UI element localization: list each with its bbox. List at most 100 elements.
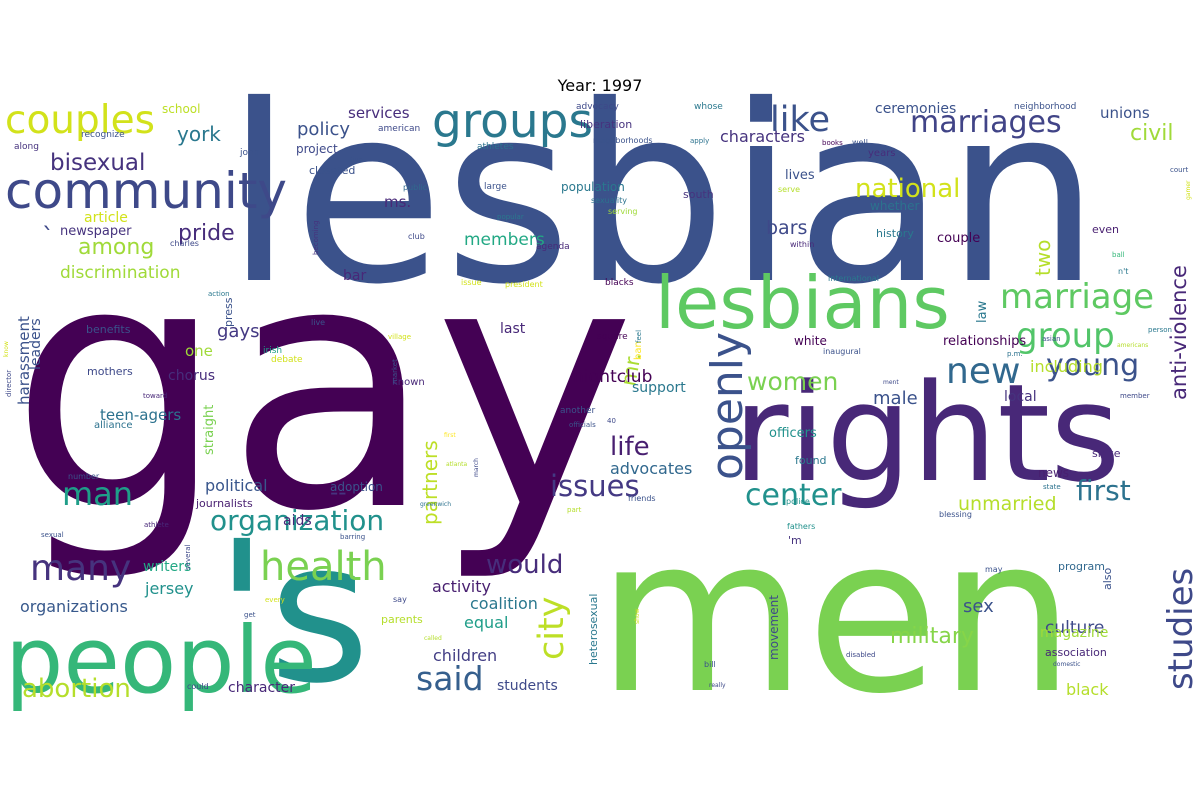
cloud-word: parents	[381, 613, 423, 626]
cloud-word: toward	[143, 392, 167, 400]
cloud-word: young	[1046, 348, 1139, 383]
cloud-word: writers	[143, 559, 191, 575]
cloud-word: president	[505, 280, 543, 289]
cloud-word: well	[852, 138, 868, 147]
cloud-word: magazine	[1040, 625, 1108, 641]
cloud-word: journalists	[195, 497, 253, 510]
cloud-word: news	[1038, 466, 1069, 480]
cloud-word: feel	[635, 330, 643, 343]
cloud-word: court	[1170, 166, 1188, 174]
cloud-word: --	[330, 480, 347, 506]
cloud-word: marriages	[910, 105, 1062, 140]
cloud-word: athlete	[144, 521, 169, 529]
cloud-word: straight	[202, 405, 217, 455]
cloud-word: would	[486, 550, 563, 580]
cloud-word: years	[868, 148, 896, 159]
cloud-word: new	[946, 351, 1020, 392]
cloud-word: show	[634, 608, 641, 624]
cloud-word: male	[873, 388, 918, 409]
cloud-word: march	[473, 458, 480, 477]
cloud-word: called	[424, 635, 442, 642]
cloud-word: agenda	[536, 242, 570, 252]
cloud-word: chorus	[168, 368, 215, 384]
cloud-word: atlanta	[446, 461, 468, 468]
cloud-word: neighborhoods	[593, 136, 653, 145]
cloud-word: barring	[340, 533, 365, 541]
cloud-word: whose	[694, 102, 723, 112]
cloud-word: harassment	[15, 316, 33, 405]
cloud-word: black	[1066, 680, 1109, 699]
cloud-word: closeted	[309, 164, 355, 177]
cloud-word: officials	[569, 421, 596, 429]
cloud-word: bill	[704, 660, 716, 669]
cloud-word: article	[84, 210, 128, 226]
cloud-word: history	[876, 227, 914, 240]
cloud-word: coalition	[470, 594, 538, 613]
cloud-word: along	[14, 142, 39, 152]
cloud-word: project	[296, 142, 338, 156]
cloud-word: advocacy	[576, 102, 619, 112]
cloud-word: character	[228, 680, 295, 696]
cloud-word: political	[205, 476, 268, 495]
cloud-word: blessing	[939, 510, 972, 519]
cloud-word: adoption	[330, 480, 383, 494]
cloud-word: bar	[343, 268, 366, 284]
cloud-word: lesbian	[225, 53, 1100, 338]
cloud-word: americans	[1117, 342, 1148, 349]
cloud-word: organizations	[20, 597, 128, 616]
cloud-word: heterosexual	[587, 594, 600, 665]
cloud-word: irish	[263, 346, 282, 356]
cloud-word: domestic	[1053, 661, 1080, 668]
cloud-word: several	[184, 544, 192, 570]
cloud-word: ceremonies	[875, 101, 956, 117]
cloud-word: life	[610, 432, 650, 462]
cloud-word: lesbians	[655, 261, 950, 345]
cloud-word: city	[532, 597, 572, 660]
cloud-word: recognize	[81, 130, 125, 140]
cloud-word: association	[1045, 646, 1107, 659]
cloud-word: among	[78, 235, 154, 260]
cloud-word: ban	[633, 341, 644, 360]
cloud-word: village	[388, 333, 411, 341]
cloud-word: gay	[10, 190, 635, 586]
cloud-word: neighborhood	[1014, 102, 1076, 112]
cloud-word: issue	[461, 278, 482, 287]
cloud-word: gamer	[1185, 180, 1192, 200]
cloud-word: jersey	[144, 579, 194, 598]
cloud-word: newspaper	[60, 224, 132, 239]
cloud-word: anti-violence	[1167, 265, 1191, 400]
cloud-word: members	[464, 230, 545, 250]
cloud-word: also	[1101, 567, 1114, 590]
cloud-word: unions	[1100, 104, 1150, 122]
cloud-word: alliance	[94, 420, 133, 431]
cloud-word: asian	[1042, 335, 1061, 343]
cloud-word: groups	[432, 94, 593, 149]
cloud-word: number	[68, 472, 100, 481]
cloud-word: leaders	[28, 318, 44, 370]
cloud-word: blacks	[605, 278, 634, 288]
cloud-word: like	[770, 100, 830, 140]
cloud-word: health	[260, 544, 387, 590]
cloud-word: friends	[628, 494, 656, 503]
cloud-word: two	[1031, 240, 1055, 276]
cloud-word: popular	[497, 213, 524, 221]
cloud-word: american	[378, 124, 420, 134]
cloud-word: first	[444, 432, 456, 439]
cloud-word: greenwich	[420, 501, 451, 508]
cloud-word: liberation	[580, 118, 632, 131]
cloud-word: ball	[1112, 251, 1125, 259]
cloud-word: culture	[1045, 618, 1104, 638]
cloud-word: last	[500, 321, 526, 337]
cloud-word: international	[828, 274, 879, 283]
cloud-word: discrimination	[60, 263, 180, 283]
cloud-word: john	[239, 148, 259, 158]
cloud-word: pride	[178, 221, 235, 246]
cloud-word: abortion	[22, 674, 131, 704]
cloud-word: organization	[210, 504, 384, 537]
cloud-word: five	[350, 156, 363, 164]
cloud-word: law	[975, 300, 990, 323]
cloud-word: debate	[271, 355, 303, 365]
cloud-word: bisexual	[50, 150, 145, 176]
cloud-word: p.m.	[1007, 350, 1023, 358]
cloud-word: advocates	[610, 459, 692, 478]
